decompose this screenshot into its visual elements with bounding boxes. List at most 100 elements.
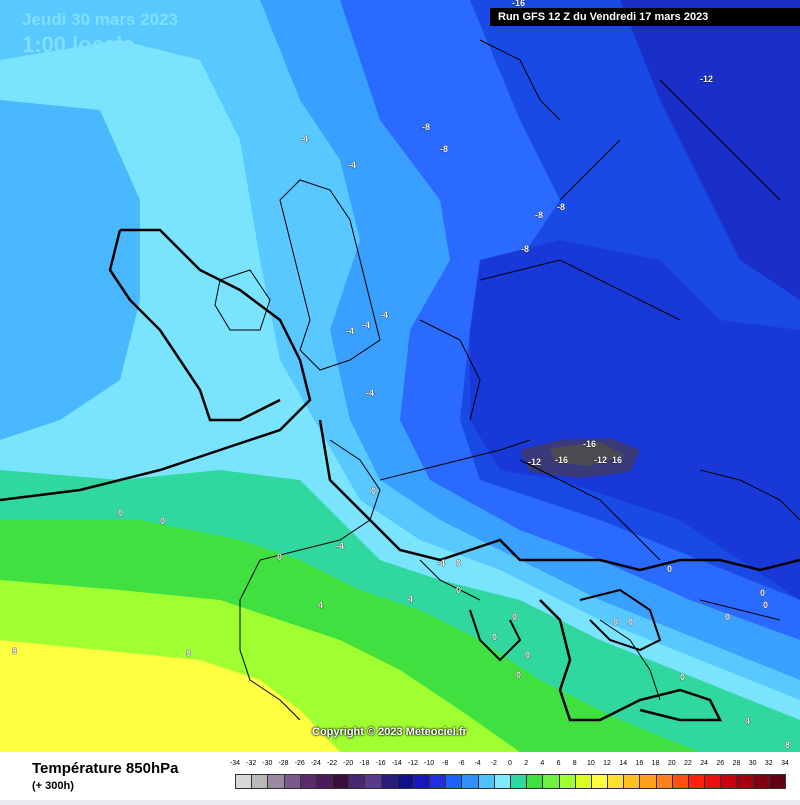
legend-swatch: [623, 774, 641, 789]
label-balkans-2: 0: [763, 600, 768, 610]
legend-tick-label: -2: [490, 760, 497, 767]
legend-swatch: [590, 774, 609, 789]
label-spain-s: 8: [186, 648, 191, 658]
label-alps-4: -12: [594, 455, 607, 465]
label-portugal: 8: [12, 646, 17, 656]
label-greece: 0: [725, 612, 730, 622]
legend-tick-label: -16: [375, 760, 386, 767]
legend-swatch: [671, 774, 689, 789]
legend-swatch: [639, 774, 657, 789]
legend-tick-label: 14: [619, 760, 628, 767]
legend-tick-label: -8: [442, 760, 449, 767]
label-scotland: -4: [300, 134, 308, 144]
label-tyrrhenian: 0: [456, 585, 461, 595]
label-england-n: -4: [348, 160, 356, 170]
forecast-time: 1:00 locale: [22, 32, 135, 57]
legend-tick-label: 34: [781, 760, 789, 767]
label-atlantic-1: 0: [118, 508, 123, 518]
label-ionian: 0: [492, 632, 497, 642]
legend-tick-label: -30: [262, 760, 273, 767]
legend-swatch: [704, 774, 722, 789]
central-europe-cold: [470, 240, 800, 600]
legend-swatch: [768, 774, 786, 789]
label-denmark-1: -8: [557, 202, 565, 212]
legend-tick-label: 16: [635, 760, 644, 767]
legend-tick-label: -20: [343, 760, 354, 767]
legend-tick-label: -32: [246, 760, 257, 767]
legend-tick-label: -24: [310, 760, 321, 767]
legend-tick-label: 2: [524, 760, 529, 767]
baltic-cold: [620, 0, 800, 300]
label-scot-east: -8: [422, 122, 430, 132]
zero-contour-italy: [539, 599, 723, 722]
legend-swatch: [510, 774, 528, 789]
legend-swatch: [364, 774, 382, 789]
zero-contour-1: [0, 228, 312, 502]
legend-swatch: [493, 774, 511, 789]
legend-swatch: [396, 774, 414, 789]
legend-swatch: [283, 774, 301, 789]
coastlines: [214, 39, 800, 721]
legend-tick-label: -10: [424, 760, 435, 767]
map-labels: -16 -12 -8 -8 -8 -8 -8 -4 -4 -4 -4 -4 -4…: [12, 0, 791, 750]
legend-subtitle: (+ 300h): [32, 780, 74, 792]
legend-tick-label: -34: [229, 760, 241, 767]
legend-tick-label: 4: [540, 760, 545, 767]
legend-tick-label: -12: [407, 760, 418, 767]
legend-tick-label: 6: [556, 760, 561, 767]
legend-swatch: [348, 774, 366, 789]
label-balkans-1: 0: [760, 588, 765, 598]
label-channel: -4: [366, 388, 374, 398]
map-svg: -16 -12 -8 -8 -8 -8 -8 -4 -4 -4 -4 -4 -4…: [0, 0, 800, 752]
legend-tick-label: 26: [716, 760, 725, 767]
legend-swatch: [299, 774, 317, 789]
temperature-map: -16 -12 -8 -8 -8 -8 -8 -4 -4 -4 -4 -4 -4…: [0, 0, 800, 752]
legend-swatch: [558, 774, 576, 789]
label-midlands: -4: [380, 310, 388, 320]
legend-swatch: [445, 774, 463, 789]
label-alps-3: -16: [555, 455, 568, 465]
label-adriatic: 0: [667, 564, 672, 574]
label-dutch: -8: [521, 244, 529, 254]
legend-swatch: [542, 774, 560, 789]
atlantic-cold: [0, 100, 140, 440]
label-sicily: 0: [525, 650, 530, 660]
legend-tick-label: 22: [684, 760, 692, 767]
legend-tick-label: 10: [586, 760, 595, 767]
run-info: Run GFS 12 Z du Vendredi 17 mars 2023: [490, 8, 800, 26]
legend-tick-label: 24: [700, 760, 709, 767]
band-8: [0, 640, 340, 752]
legend-swatch: [235, 774, 253, 789]
copyright-text: Copyright © 2023 Meteociel.fr: [312, 726, 467, 738]
legend-tick-label: 32: [764, 760, 773, 767]
label-valencia: 4: [408, 594, 413, 604]
label-baltic: -12: [700, 74, 713, 84]
label-africa: 4: [745, 716, 750, 726]
label-pyrenees: -4: [336, 541, 344, 551]
bottom-strip: [0, 800, 800, 805]
label-atlantic-2: 0: [160, 516, 165, 526]
label-alps-5: 16: [612, 455, 622, 465]
label-alps-1: -16: [583, 439, 596, 449]
legend-tick-label: -14: [391, 760, 402, 767]
legend-tick-label: 0: [508, 760, 512, 767]
legend-tick-label: 20: [667, 760, 676, 767]
legend-swatch: [687, 774, 706, 789]
label-north: -16: [512, 0, 525, 8]
label-italy-c: 0: [613, 617, 618, 627]
legend-swatch: [461, 774, 479, 789]
label-alps-2: -12: [528, 457, 541, 467]
label-denmark-2: -8: [535, 210, 543, 220]
label-north-sea: -8: [440, 144, 448, 154]
legend-tick-label: -6: [458, 760, 465, 767]
legend-tick-label: -28: [278, 760, 289, 767]
legend-swatch: [752, 774, 770, 789]
legend-tick-label: -26: [294, 760, 305, 767]
legend-swatch: [526, 774, 544, 789]
label-gulf-lion: -4: [437, 558, 445, 568]
legend-swatch: [655, 774, 673, 789]
legend-swatch: [380, 774, 398, 789]
legend-swatch: [412, 774, 431, 789]
legend-swatch: [607, 774, 625, 789]
label-galicia: 0: [277, 552, 282, 562]
